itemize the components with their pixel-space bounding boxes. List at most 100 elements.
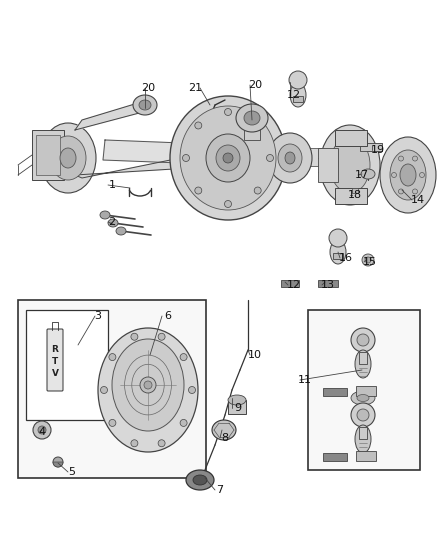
Text: 17: 17 bbox=[355, 170, 369, 180]
Circle shape bbox=[399, 189, 403, 194]
Bar bbox=[26, 310, 108, 420]
Text: 20: 20 bbox=[141, 83, 155, 93]
Bar bbox=[36, 135, 60, 175]
Bar bbox=[356, 386, 376, 396]
Circle shape bbox=[225, 109, 232, 116]
Circle shape bbox=[329, 229, 347, 247]
Circle shape bbox=[357, 334, 369, 346]
Ellipse shape bbox=[380, 137, 436, 213]
Ellipse shape bbox=[186, 470, 214, 490]
Ellipse shape bbox=[400, 164, 416, 186]
Circle shape bbox=[158, 333, 165, 340]
Text: 18: 18 bbox=[348, 190, 362, 200]
Ellipse shape bbox=[40, 123, 96, 193]
Text: 8: 8 bbox=[222, 433, 229, 443]
Polygon shape bbox=[103, 140, 310, 168]
Text: 7: 7 bbox=[216, 485, 223, 495]
Ellipse shape bbox=[216, 145, 240, 171]
Circle shape bbox=[266, 155, 273, 161]
Ellipse shape bbox=[357, 394, 369, 401]
Circle shape bbox=[183, 155, 190, 161]
Ellipse shape bbox=[361, 169, 375, 179]
Bar bbox=[318, 148, 338, 182]
Text: 1: 1 bbox=[109, 180, 116, 190]
Circle shape bbox=[131, 440, 138, 447]
Bar bbox=[281, 280, 299, 287]
Ellipse shape bbox=[268, 133, 312, 183]
Ellipse shape bbox=[139, 100, 151, 110]
Bar bbox=[348, 193, 362, 201]
Ellipse shape bbox=[50, 136, 86, 180]
Ellipse shape bbox=[390, 150, 426, 200]
Circle shape bbox=[413, 189, 417, 194]
Text: 5: 5 bbox=[68, 467, 75, 477]
Bar bbox=[352, 188, 358, 193]
Ellipse shape bbox=[330, 240, 346, 264]
Circle shape bbox=[158, 440, 165, 447]
Circle shape bbox=[399, 156, 403, 161]
Text: 19: 19 bbox=[371, 145, 385, 155]
Bar bbox=[323, 388, 347, 396]
Ellipse shape bbox=[223, 153, 233, 163]
Circle shape bbox=[392, 173, 396, 177]
Circle shape bbox=[131, 333, 138, 340]
Text: 4: 4 bbox=[39, 427, 46, 437]
Text: R: R bbox=[52, 345, 58, 354]
Circle shape bbox=[365, 257, 371, 263]
Bar bbox=[308, 310, 420, 470]
Ellipse shape bbox=[193, 475, 207, 485]
Circle shape bbox=[180, 419, 187, 426]
Text: 15: 15 bbox=[363, 257, 377, 267]
Circle shape bbox=[254, 187, 261, 194]
Bar bbox=[359, 427, 367, 439]
Ellipse shape bbox=[244, 111, 260, 125]
Circle shape bbox=[420, 173, 424, 177]
Ellipse shape bbox=[108, 219, 118, 227]
Ellipse shape bbox=[228, 395, 246, 405]
Bar bbox=[293, 96, 303, 102]
Ellipse shape bbox=[170, 96, 286, 220]
Wedge shape bbox=[53, 462, 63, 467]
Bar bbox=[335, 188, 367, 204]
Circle shape bbox=[109, 353, 116, 361]
Circle shape bbox=[362, 254, 374, 266]
Ellipse shape bbox=[180, 106, 276, 210]
Bar bbox=[335, 130, 367, 146]
Bar bbox=[318, 280, 338, 287]
Bar bbox=[323, 453, 347, 461]
Bar bbox=[359, 352, 367, 364]
Ellipse shape bbox=[351, 391, 375, 405]
Circle shape bbox=[254, 122, 261, 129]
Polygon shape bbox=[75, 100, 148, 130]
Ellipse shape bbox=[100, 211, 110, 219]
Ellipse shape bbox=[212, 420, 236, 440]
Ellipse shape bbox=[320, 125, 380, 205]
Circle shape bbox=[351, 328, 375, 352]
Circle shape bbox=[357, 409, 369, 421]
Bar bbox=[333, 253, 343, 259]
Ellipse shape bbox=[355, 425, 371, 453]
Text: 11: 11 bbox=[298, 375, 312, 385]
Text: V: V bbox=[52, 369, 59, 378]
Circle shape bbox=[195, 187, 202, 194]
Text: T: T bbox=[52, 358, 58, 367]
Ellipse shape bbox=[290, 83, 306, 107]
Bar bbox=[290, 148, 340, 166]
Text: 10: 10 bbox=[248, 350, 262, 360]
Text: 12: 12 bbox=[287, 280, 301, 290]
Text: 9: 9 bbox=[234, 403, 242, 413]
Text: 3: 3 bbox=[95, 311, 102, 321]
Text: 12: 12 bbox=[287, 90, 301, 100]
Ellipse shape bbox=[355, 350, 371, 378]
Circle shape bbox=[413, 156, 417, 161]
Circle shape bbox=[140, 377, 156, 393]
Bar bbox=[244, 118, 260, 140]
FancyBboxPatch shape bbox=[47, 329, 63, 391]
Text: 20: 20 bbox=[248, 80, 262, 90]
Ellipse shape bbox=[285, 152, 295, 164]
Text: 16: 16 bbox=[339, 253, 353, 263]
Polygon shape bbox=[75, 155, 195, 178]
Circle shape bbox=[351, 403, 375, 427]
Ellipse shape bbox=[278, 144, 302, 172]
Circle shape bbox=[289, 71, 307, 89]
